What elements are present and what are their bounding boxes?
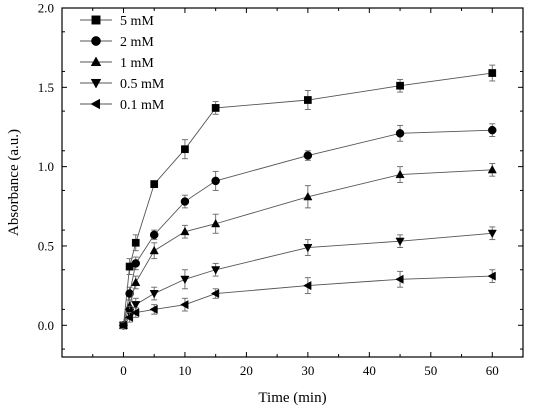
data-point — [180, 197, 190, 206]
data-point — [396, 81, 404, 90]
data-point — [210, 288, 220, 299]
data-point — [303, 281, 312, 291]
data-point — [131, 277, 141, 286]
data-point — [131, 238, 140, 247]
y-tick-label: 1.5 — [38, 80, 54, 95]
data-point — [303, 151, 313, 160]
data-point — [211, 176, 220, 186]
series-4 — [118, 269, 496, 330]
data-point — [395, 274, 404, 284]
data-point — [211, 266, 221, 275]
legend-marker — [90, 78, 102, 89]
legend-item: 0.1 mM — [80, 98, 165, 113]
data-point — [180, 275, 190, 285]
x-tick-label: 0 — [120, 363, 127, 378]
legend-label: 2 mM — [120, 35, 154, 50]
legend-item: 0.5 mM — [80, 77, 165, 92]
data-point — [395, 237, 405, 247]
data-point — [488, 69, 497, 77]
series-layer — [118, 64, 497, 331]
data-point — [303, 191, 313, 201]
plot-border — [61, 7, 524, 358]
data-point — [130, 308, 140, 318]
legend-label: 5 mM — [120, 14, 154, 29]
data-point — [150, 180, 159, 188]
x-axis-title: Time (min) — [258, 390, 326, 406]
legend-marker — [90, 56, 102, 67]
data-point — [118, 320, 127, 330]
legend-item: 1 mM — [80, 56, 154, 71]
data-point — [395, 169, 405, 179]
data-point — [131, 259, 141, 268]
data-point — [487, 164, 497, 174]
legend-item: 2 mM — [80, 35, 154, 50]
series-0 — [119, 64, 497, 330]
data-point — [180, 300, 189, 310]
data-point — [149, 290, 159, 299]
legend-marker — [91, 36, 101, 46]
plot-frame — [61, 7, 524, 358]
x-tick-label: 50 — [424, 363, 437, 378]
data-point — [487, 271, 496, 281]
data-point — [303, 244, 313, 253]
data-point — [211, 104, 220, 112]
y-tick-label: 1.0 — [38, 159, 54, 174]
x-tick-label: 30 — [301, 363, 314, 378]
data-point — [149, 304, 158, 314]
data-point — [487, 229, 497, 239]
data-point — [395, 129, 405, 138]
y-tick-label: 0.0 — [38, 318, 54, 333]
y-axis-title: Absorbance (a.u.) — [6, 129, 22, 236]
legend-marker — [91, 15, 101, 25]
data-point — [304, 96, 312, 104]
data-point — [488, 125, 497, 135]
data-point — [131, 301, 141, 310]
data-point — [125, 289, 134, 298]
y-tick-label: 0.5 — [38, 238, 54, 253]
x-tick-label: 40 — [363, 363, 376, 378]
legend: 5 mM 2 mM 1 mM 0.5 mM 0.1 mM — [80, 14, 165, 113]
y-tick-label: 2.0 — [38, 1, 54, 16]
x-tick-label: 20 — [240, 363, 253, 378]
legend-label: 0.1 mM — [120, 98, 165, 113]
data-point — [149, 245, 159, 255]
data-point — [211, 218, 221, 228]
legend-label: 1 mM — [120, 56, 154, 71]
x-axis-ticks: 0 10 20 30 40 50 60 — [92, 8, 499, 378]
legend-marker — [90, 98, 101, 110]
legend-label: 0.5 mM — [120, 77, 165, 92]
x-tick-label: 10 — [178, 363, 191, 378]
series-1 — [119, 123, 497, 330]
data-point — [149, 230, 159, 240]
data-point — [181, 145, 189, 154]
legend-item: 5 mM — [80, 14, 154, 29]
data-point — [180, 226, 190, 236]
x-tick-label: 60 — [486, 363, 499, 378]
y-axis-ticks: 0.0 0.5 1.0 1.5 2.0 — [38, 1, 523, 350]
